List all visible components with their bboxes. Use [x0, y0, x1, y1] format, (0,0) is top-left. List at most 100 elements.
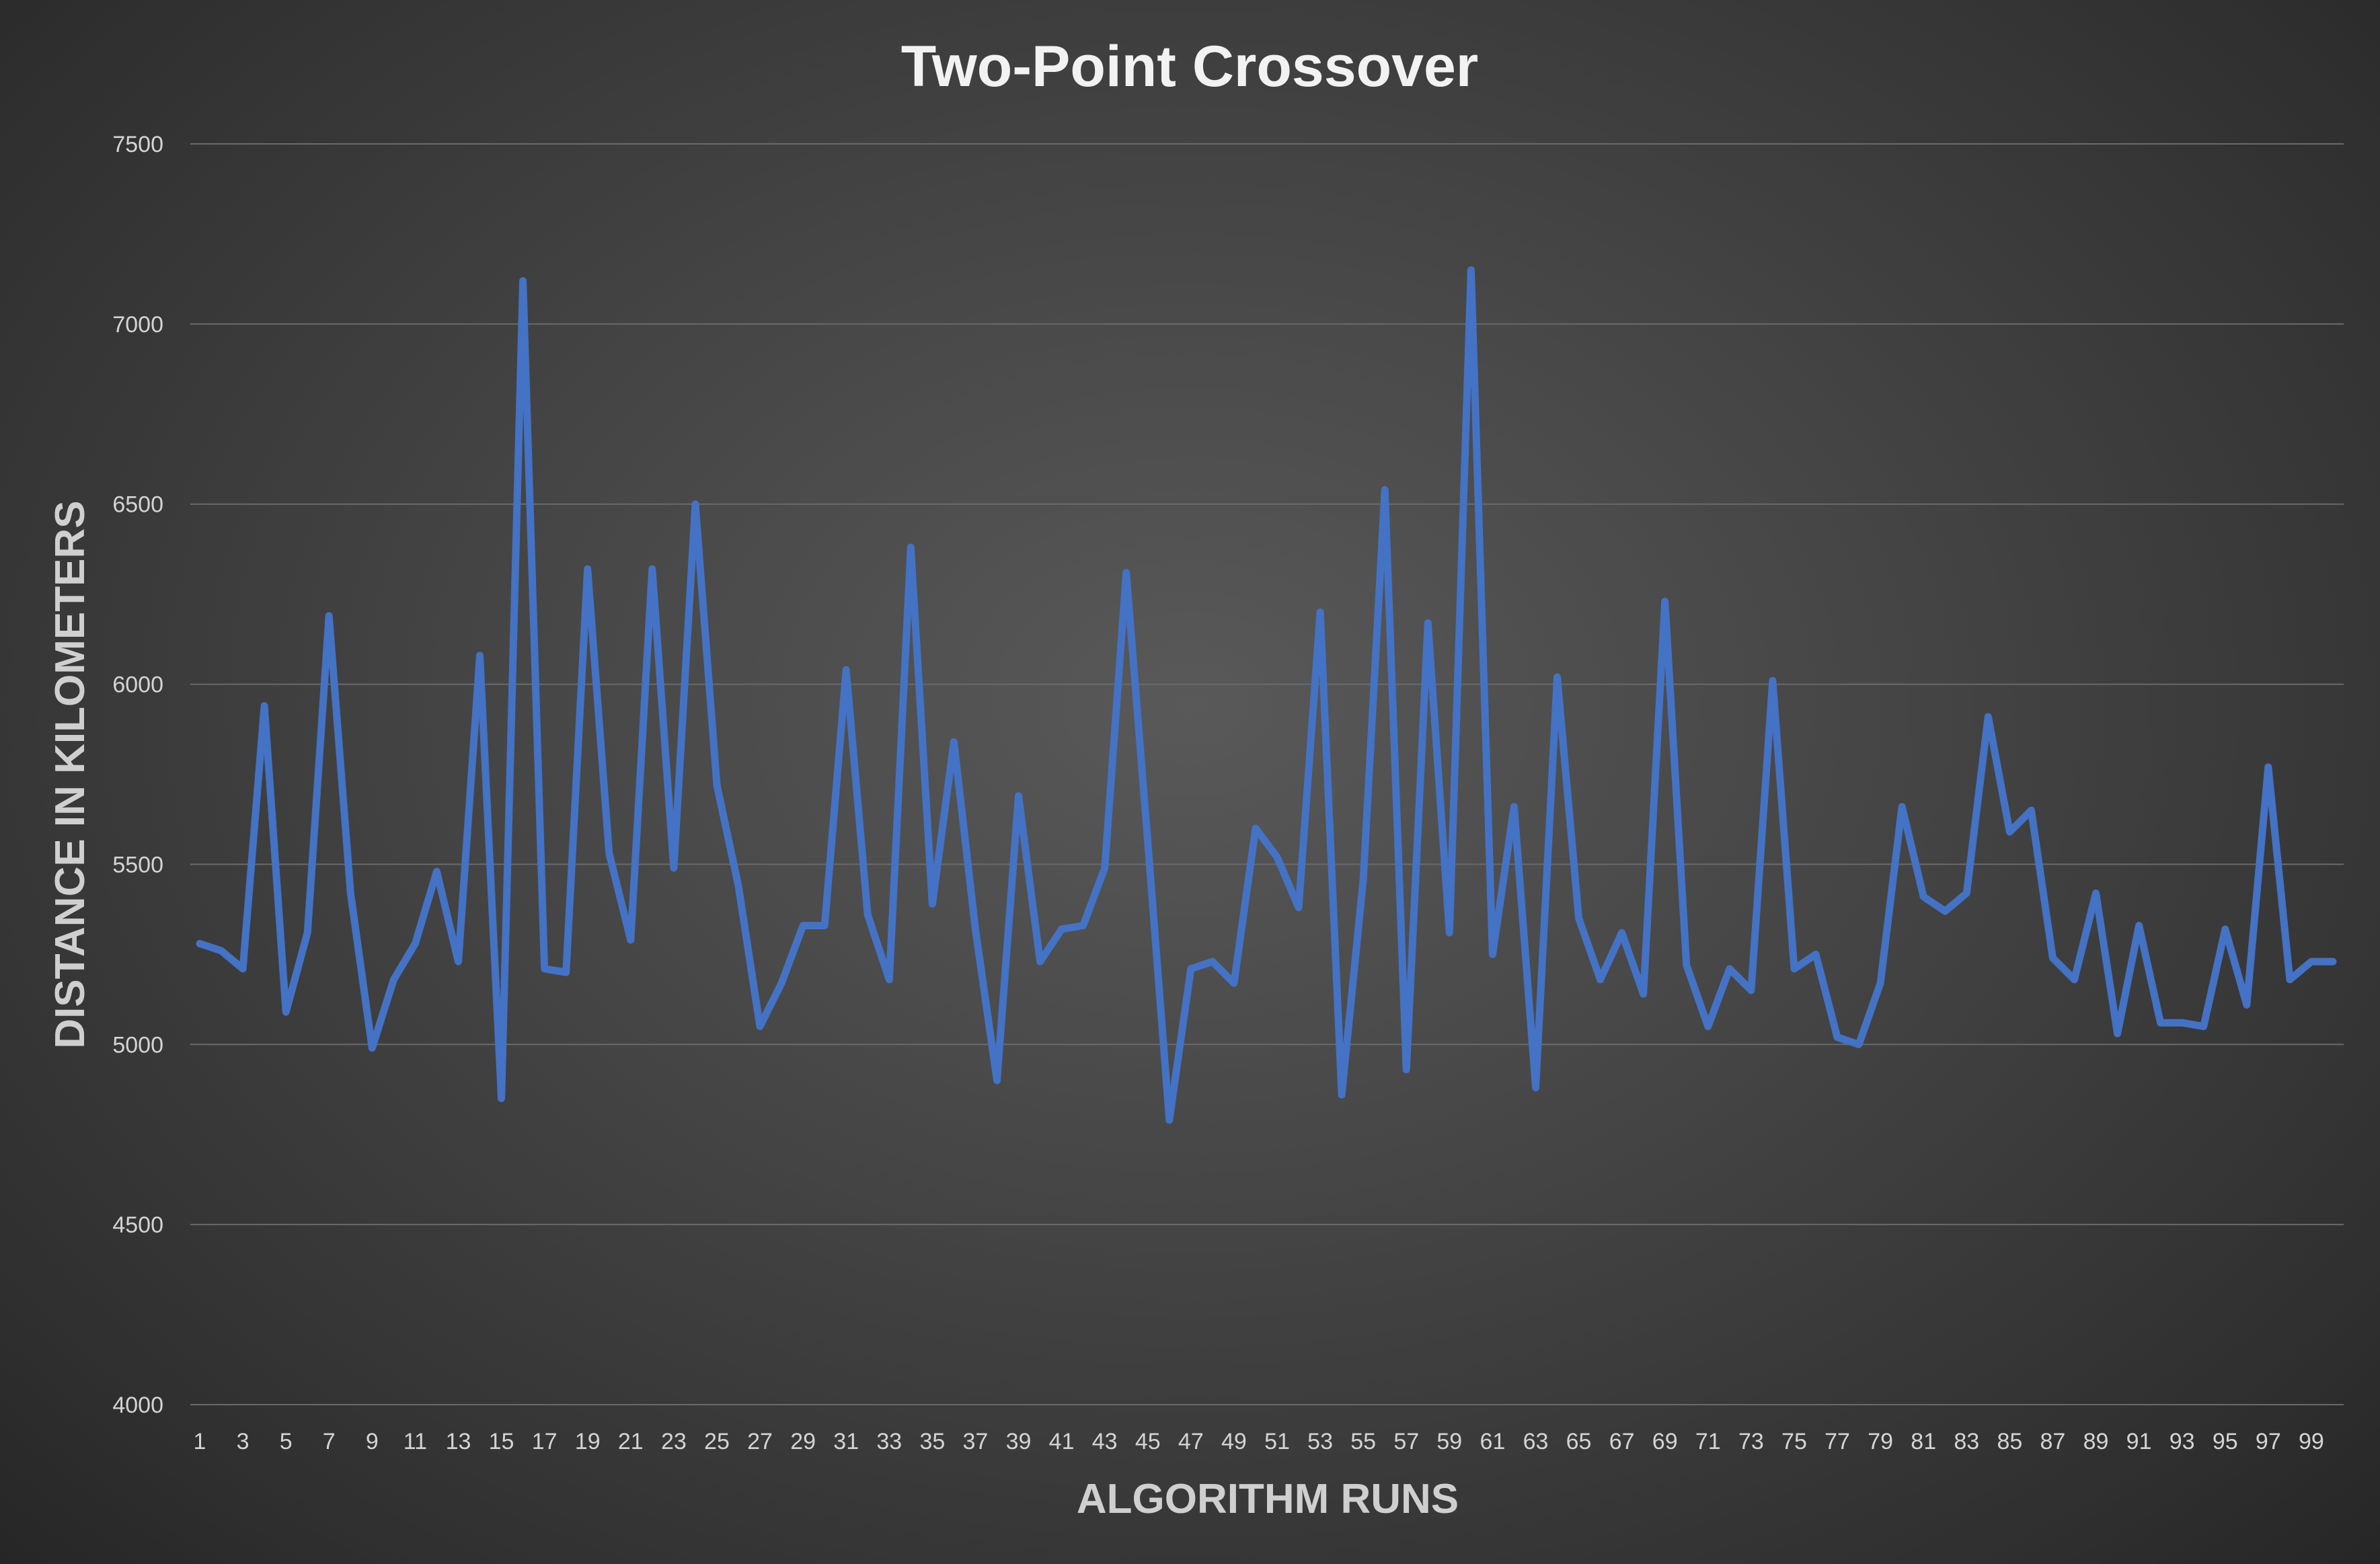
y-tick-label: 5000: [112, 1032, 163, 1058]
data-point: [305, 931, 310, 935]
data-point: [1297, 905, 1301, 910]
data-point: [327, 613, 332, 618]
data-point: [2201, 1024, 2206, 1029]
data-point: [1469, 268, 1473, 272]
data-point: [714, 783, 719, 787]
x-tick-label: 49: [1221, 1429, 1247, 1454]
x-tick-label: 51: [1264, 1429, 1290, 1454]
data-point: [219, 949, 224, 953]
data-point: [2137, 923, 2141, 928]
x-tick-label: 17: [532, 1429, 558, 1454]
x-tick-label: 29: [790, 1429, 816, 1454]
x-tick-label: 5: [280, 1429, 293, 1454]
data-point: [370, 1046, 375, 1050]
x-tick-label: 71: [1695, 1429, 1721, 1454]
data-point: [2050, 955, 2055, 960]
x-tick-label: 31: [833, 1429, 859, 1454]
data-point: [2330, 960, 2335, 964]
data-point: [1426, 621, 1430, 625]
data-point: [1447, 931, 1452, 935]
x-tick-label: 41: [1049, 1429, 1075, 1454]
x-tick-label: 97: [2256, 1429, 2281, 1454]
y-tick-label: 5500: [112, 852, 163, 877]
x-tick-label: 23: [661, 1429, 687, 1454]
data-point: [1900, 804, 1905, 809]
x-tick-label: 33: [876, 1429, 902, 1454]
data-point: [1404, 1067, 1409, 1072]
x-tick-label: 19: [575, 1429, 601, 1454]
x-tick-label: 79: [1868, 1429, 1893, 1454]
data-point: [1662, 599, 1667, 604]
chart-title: Two-Point Crossover: [901, 34, 1479, 99]
data-point: [1943, 909, 1948, 914]
data-point: [1124, 570, 1128, 575]
x-tick-label: 47: [1178, 1429, 1204, 1454]
x-tick-label: 89: [2083, 1429, 2109, 1454]
x-tick-label: 13: [446, 1429, 471, 1454]
data-point: [1188, 966, 1193, 971]
data-point: [1835, 1035, 1840, 1040]
y-tick-label: 7500: [112, 132, 163, 157]
data-point: [1727, 966, 1732, 971]
x-tick-label: 7: [323, 1429, 336, 1454]
y-tick-label: 4500: [112, 1212, 163, 1238]
data-point: [650, 567, 654, 572]
y-tick-label: 7000: [112, 312, 163, 338]
x-tick-label: 43: [1092, 1429, 1118, 1454]
x-tick-label: 63: [1523, 1429, 1549, 1454]
data-point: [930, 902, 935, 906]
x-tick-label: 9: [366, 1429, 379, 1454]
data-point: [1598, 977, 1603, 982]
x-tick-label: 11: [404, 1429, 427, 1454]
data-point: [866, 912, 870, 917]
data-point: [198, 941, 202, 946]
data-point: [262, 703, 267, 708]
data-point: [1361, 876, 1366, 881]
x-tick-label: 27: [747, 1429, 773, 1454]
data-point: [2266, 765, 2270, 769]
data-point: [1749, 988, 1753, 992]
data-point: [1059, 927, 1064, 931]
data-point: [499, 1096, 504, 1101]
data-point: [2094, 891, 2098, 896]
data-point: [585, 567, 590, 572]
data-point: [1102, 865, 1107, 870]
data-point: [822, 923, 827, 928]
data-point: [1340, 1093, 1344, 1097]
data-point: [391, 977, 396, 982]
x-tick-label: 93: [2170, 1429, 2195, 1454]
data-point: [1770, 678, 1775, 683]
data-point: [995, 1078, 999, 1083]
x-tick-label: 99: [2299, 1429, 2324, 1454]
data-point: [1641, 992, 1646, 996]
x-tick-label: 91: [2126, 1429, 2152, 1454]
x-tick-label: 75: [1781, 1429, 1807, 1454]
data-point: [671, 865, 676, 870]
data-point: [1490, 952, 1495, 957]
data-point: [456, 960, 461, 964]
y-axis-title: DISTANCE IN KILOMETERS: [47, 500, 93, 1048]
data-point: [564, 970, 568, 975]
x-tick-label: 53: [1307, 1429, 1333, 1454]
x-tick-label: 81: [1911, 1429, 1936, 1454]
data-point: [1512, 804, 1517, 809]
x-tick-label: 77: [1825, 1429, 1850, 1454]
data-point: [434, 869, 439, 874]
x-tick-label: 25: [704, 1429, 730, 1454]
data-point: [521, 278, 525, 283]
data-point: [1081, 923, 1085, 928]
data-point: [1167, 1118, 1172, 1122]
data-point: [887, 977, 892, 982]
data-point: [693, 502, 697, 506]
data-point: [1705, 1024, 1710, 1029]
data-point: [1555, 674, 1560, 679]
gridlines: [190, 143, 2344, 1405]
data-point: [952, 740, 956, 744]
y-tick-label: 6000: [112, 672, 163, 698]
data-point: [348, 891, 353, 896]
x-tick-label: 37: [963, 1429, 989, 1454]
data-point: [779, 981, 784, 986]
y-axis-ticks: 4000 4500 5000 5500 6000 6500 7000 7500: [112, 132, 163, 1418]
data-point: [2007, 830, 2012, 834]
data-point: [973, 927, 978, 931]
